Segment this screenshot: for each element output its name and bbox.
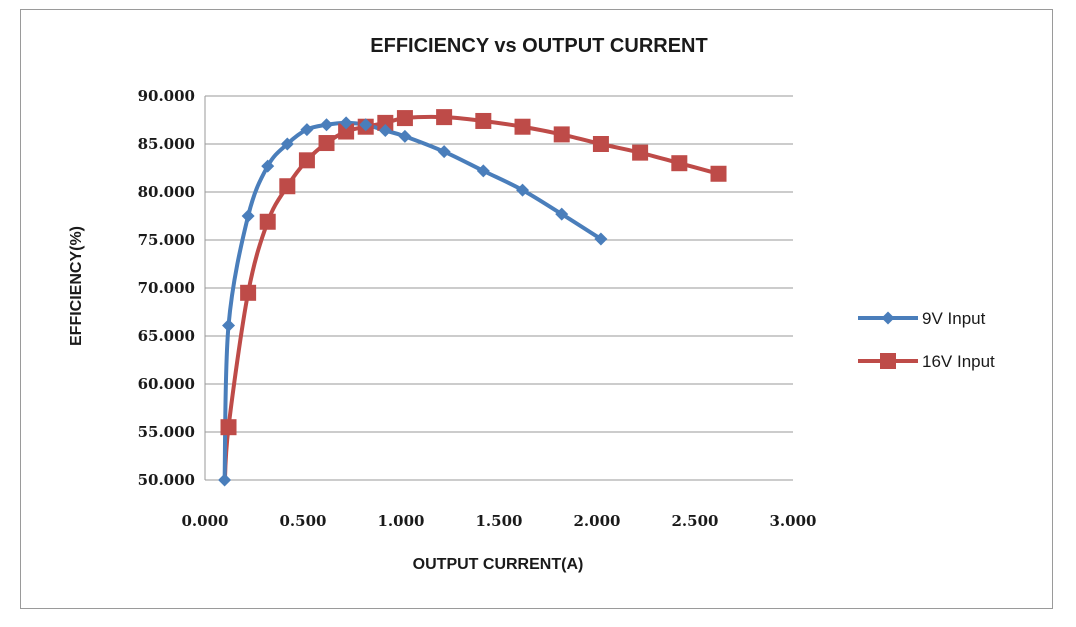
point-16v-input bbox=[240, 284, 257, 301]
x-tick-label: 1.500 bbox=[476, 512, 523, 530]
point-9v-input bbox=[222, 318, 236, 332]
chart-title: EFFICIENCY vs OUTPUT CURRENT bbox=[370, 35, 707, 57]
point-16v-input bbox=[671, 155, 688, 172]
x-tick-label: 2.000 bbox=[574, 512, 621, 530]
point-16v-input bbox=[553, 126, 570, 143]
grid bbox=[204, 95, 793, 481]
point-16v-input bbox=[592, 136, 609, 152]
point-16v-input bbox=[259, 213, 276, 230]
legend-label-9v-input: 9V Input bbox=[922, 309, 986, 328]
point-16v-input bbox=[298, 152, 315, 169]
series-layer bbox=[222, 114, 720, 480]
y-tick-label: 55.000 bbox=[138, 423, 195, 441]
x-tick-label: 0.500 bbox=[280, 512, 327, 530]
point-9v-input bbox=[261, 159, 275, 173]
y-tick-label: 50.000 bbox=[138, 471, 195, 489]
point-16v-input bbox=[279, 178, 296, 195]
x-tick-label: 3.000 bbox=[770, 512, 817, 530]
point-9v-input bbox=[437, 145, 451, 159]
point-9v-input bbox=[476, 164, 490, 178]
point-16v-input bbox=[436, 109, 453, 126]
point-9v-input bbox=[241, 209, 255, 223]
x-tick-label: 2.500 bbox=[672, 512, 719, 530]
x-axis-ticks: 0.000 0.500 1.000 1.500 2.000 2.500 3.000 bbox=[182, 512, 817, 530]
legend-marker-9v-input bbox=[881, 311, 895, 325]
point-16v-input bbox=[338, 123, 355, 140]
point-16v-input bbox=[220, 419, 237, 436]
point-9v-input bbox=[398, 129, 412, 143]
point-9v-input bbox=[320, 118, 334, 132]
y-axis-label: EFFICIENCY(%) bbox=[68, 226, 85, 346]
legend-label-16v-input: 16V Input bbox=[922, 352, 995, 371]
point-16v-input bbox=[710, 165, 727, 182]
y-tick-label: 80.000 bbox=[138, 183, 195, 201]
point-16v-input bbox=[318, 135, 335, 152]
point-9v-input bbox=[300, 123, 314, 137]
legend-marker-16v-input bbox=[880, 353, 896, 369]
point-9v-input bbox=[378, 124, 392, 138]
x-tick-label: 1.000 bbox=[378, 512, 425, 530]
markers-layer bbox=[218, 109, 727, 487]
point-16v-input bbox=[514, 118, 531, 135]
y-tick-label: 85.000 bbox=[138, 135, 195, 153]
series-line-16v-input bbox=[222, 114, 720, 480]
x-tick-label: 0.000 bbox=[182, 512, 229, 530]
y-tick-label: 90.000 bbox=[138, 87, 195, 105]
point-9v-input bbox=[555, 207, 569, 221]
y-tick-label: 75.000 bbox=[138, 231, 195, 249]
point-9v-input bbox=[218, 473, 232, 487]
point-9v-input bbox=[594, 232, 608, 246]
point-9v-input bbox=[516, 183, 530, 197]
x-axis-label: OUTPUT CURRENT(A) bbox=[413, 556, 584, 573]
point-9v-input bbox=[339, 116, 353, 130]
chart-frame bbox=[20, 9, 1053, 609]
point-16v-input bbox=[396, 110, 413, 127]
point-16v-input bbox=[475, 112, 492, 129]
point-16v-input bbox=[377, 114, 394, 131]
point-9v-input bbox=[280, 137, 294, 151]
series-line-9v-input bbox=[222, 120, 602, 480]
y-axis-ticks: 90.000 85.000 80.000 75.000 70.000 65.000 60.0… bbox=[138, 87, 195, 489]
y-tick-label: 65.000 bbox=[138, 327, 195, 345]
point-16v-input bbox=[632, 144, 649, 161]
y-tick-label: 70.000 bbox=[138, 279, 195, 297]
point-9v-input bbox=[359, 118, 373, 132]
y-tick-label: 60.000 bbox=[138, 375, 195, 393]
legend: 9V Input 16V Input bbox=[858, 309, 995, 371]
